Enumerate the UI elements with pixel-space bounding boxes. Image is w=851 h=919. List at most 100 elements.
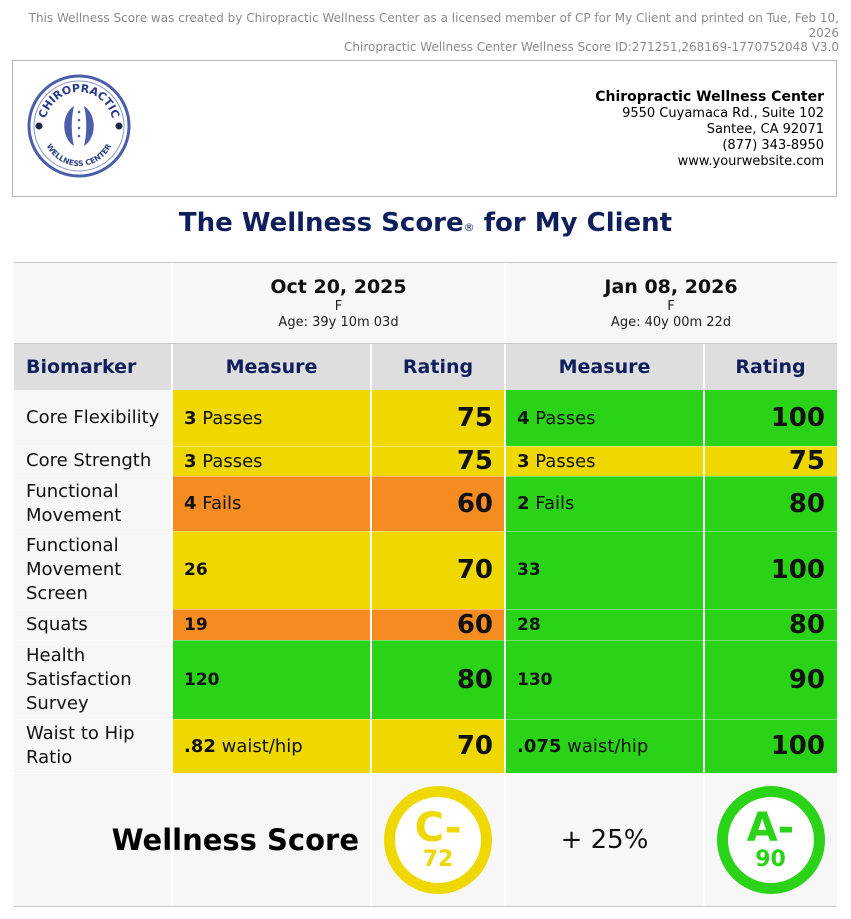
measure-unit: Passes: [535, 450, 596, 472]
rating-cell: 90: [704, 640, 837, 719]
grade-score: 90: [755, 847, 786, 872]
print-notice: This Wellness Score was created by Chiro…: [19, 11, 839, 55]
measure-value: 3: [517, 450, 530, 472]
page-title: The Wellness Score® for My Client: [0, 208, 851, 238]
visit-date: Oct 20, 2025: [270, 276, 407, 298]
measure-cell: 2 Fails: [505, 476, 704, 531]
column-divider: [504, 263, 506, 906]
biomarker-label: Core Strength: [14, 446, 172, 476]
biomarker-label: Core Flexibility: [14, 390, 172, 446]
row-divider: [14, 640, 837, 641]
rating-header: Rating: [371, 344, 505, 390]
biomarker-label: Health Satisfaction Survey: [14, 640, 172, 719]
biomarker-label: Squats: [14, 609, 172, 640]
visit-age: Age: 39y 10m 03d: [278, 315, 399, 330]
biomarker-header: Biomarker: [14, 344, 172, 390]
rating-cell: 60: [371, 476, 505, 531]
measure-value: 4: [517, 407, 530, 429]
measure-cell: 26: [172, 531, 371, 609]
measure-value: .075: [517, 735, 562, 757]
biomarker-label: Waist to Hip Ratio: [14, 719, 172, 773]
measure-cell: 3 Passes: [172, 446, 371, 476]
row-divider: [14, 906, 837, 907]
measure-cell: .075 waist/hip: [505, 719, 704, 773]
measure-cell: 19: [172, 609, 371, 640]
practice-name: Chiropractic Wellness Center: [595, 89, 824, 105]
title-suffix: for My Client: [483, 208, 673, 238]
grade-badge: A- 90: [716, 786, 825, 894]
visit-date: Jan 08, 2026: [604, 276, 738, 298]
measure-cell: 120: [172, 640, 371, 719]
visit-header: Oct 20, 2025 F Age: 39y 10m 03d: [172, 263, 505, 343]
rating-header: Rating: [704, 344, 837, 390]
measure-unit: waist/hip: [221, 735, 303, 757]
visit-sex: F: [667, 299, 675, 314]
measure-header: Measure: [172, 344, 371, 390]
row-divider: [14, 609, 837, 610]
registered-mark: ®: [463, 221, 475, 234]
measure-unit: Fails: [202, 493, 242, 514]
measure-unit: Passes: [202, 407, 263, 429]
grade-letter: A-: [746, 805, 795, 851]
measure-value: 3: [184, 450, 197, 472]
practice-address-line2: Santee, CA 92071: [706, 122, 824, 137]
measure-cell: 33: [505, 531, 704, 609]
rating-cell: 75: [704, 446, 837, 476]
measure-value: 2: [517, 493, 530, 514]
rating-cell: 80: [371, 640, 505, 719]
measure-value: 3: [184, 407, 197, 429]
rating-cell: 75: [371, 446, 505, 476]
measure-value: 26: [184, 560, 208, 580]
measure-header: Measure: [505, 344, 704, 390]
biomarker-label: Functional Movement: [14, 476, 172, 531]
measure-value: .82: [184, 735, 216, 757]
grade-score: 72: [422, 847, 454, 872]
measure-cell: 3 Passes: [172, 390, 371, 446]
measure-value: 33: [517, 560, 541, 580]
rating-cell: 60: [371, 609, 505, 640]
rating-cell: 100: [704, 531, 837, 609]
measure-unit: Passes: [535, 407, 596, 429]
blank-corner-cell: [14, 263, 172, 343]
grade-badge: C- 72: [384, 786, 492, 894]
rating-cell: 80: [704, 476, 837, 531]
measure-value: 4: [184, 493, 197, 514]
measure-value: 130: [517, 669, 553, 690]
visit-sex: F: [334, 299, 343, 314]
row-divider: [14, 343, 837, 344]
visit-age: Age: 40y 00m 22d: [610, 315, 732, 330]
rating-cell: 75: [371, 390, 505, 446]
practice-info: Chiropractic Wellness Center 9550 Cuyama…: [595, 89, 824, 170]
score-change: + 25%: [505, 774, 704, 906]
title-main: The Wellness Score: [178, 208, 464, 238]
measure-cell: 28: [505, 609, 704, 640]
row-divider: [14, 476, 837, 477]
rating-cell: 70: [371, 531, 505, 609]
row-divider: [14, 446, 837, 447]
print-notice-line: This Wellness Score was created by Chiro…: [28, 11, 839, 40]
rating-cell: 100: [704, 390, 837, 446]
practice-website[interactable]: www.yourwebsite.com: [677, 154, 824, 169]
measure-unit: waist/hip: [567, 735, 649, 757]
visit-header: Jan 08, 2026 F Age: 40y 00m 22d: [505, 263, 837, 343]
measure-value: 28: [517, 614, 541, 635]
rating-cell: 80: [704, 609, 837, 640]
row-divider: [14, 262, 837, 263]
row-divider: [14, 531, 837, 532]
practice-header: CHIROPRACTIC WELLNESS CENTER Chiropracti…: [12, 60, 837, 197]
measure-cell: 3 Passes: [505, 446, 704, 476]
measure-cell: 4 Passes: [505, 390, 704, 446]
rating-cell: 70: [371, 719, 505, 773]
practice-phone: (877) 343-8950: [722, 138, 824, 153]
measure-cell: 130: [505, 640, 704, 719]
measure-value: 120: [184, 669, 220, 690]
column-divider: [370, 344, 372, 906]
row-divider: [14, 719, 837, 720]
chiropractic-logo: CHIROPRACTIC WELLNESS CENTER: [27, 74, 131, 178]
column-divider: [703, 344, 705, 906]
grade-letter: C-: [414, 805, 462, 851]
rating-cell: 100: [704, 719, 837, 773]
measure-value: 19: [184, 614, 208, 635]
practice-address-line1: 9550 Cuyamaca Rd., Suite 102: [622, 106, 824, 121]
biomarker-label: Functional Movement Screen: [14, 531, 172, 609]
